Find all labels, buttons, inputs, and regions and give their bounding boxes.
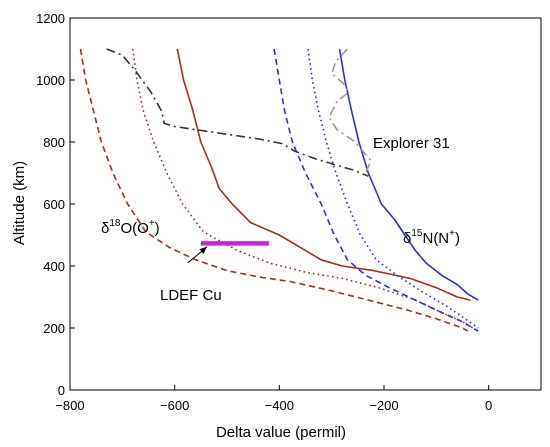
series-line-2-brown-dashed: [79, 48, 469, 332]
series-line-7-dashdot_dark-dashdot: [106, 48, 369, 177]
y-axis-title: Altitude (km): [11, 161, 28, 245]
explorer-31-label: Explorer 31: [373, 135, 450, 152]
x-tick-label: −600: [160, 398, 189, 413]
axes: −800 −600 −400 −200 0 0 200 400 600 800 1000 1200: [36, 11, 542, 413]
series-line-5-blue-dashed: [273, 48, 479, 332]
series-line-8-dashdot_light-dashdot: [328, 48, 372, 174]
delta-15-N-label: δ15N(N+): [403, 228, 460, 247]
ldef-cu-label: LDEF Cu: [160, 287, 222, 304]
y-tick-label: 600: [43, 197, 65, 212]
y-tick-label: 400: [43, 259, 65, 274]
x-tick-label: −800: [55, 398, 84, 413]
x-tick-label: −400: [265, 398, 294, 413]
y-tick-label: 1200: [36, 11, 65, 26]
y-tick-label: 800: [43, 135, 65, 150]
x-tick-label: −200: [369, 398, 398, 413]
series-line-6-blue-dotted: [307, 48, 479, 329]
y-tick-label: 1000: [36, 73, 65, 88]
ldef-arrow-head: [199, 246, 208, 254]
series-line-3-brown-dotted: [132, 48, 474, 329]
plot-frame: [69, 17, 542, 391]
series-line-4-blue-solid: [338, 48, 479, 301]
y-tick-label: 200: [43, 321, 65, 336]
x-tick-label: 0: [485, 398, 492, 413]
x-axis-title: Delta value (permil): [216, 424, 346, 441]
series-line-1-brown-solid: [176, 48, 471, 301]
delta-18-O-label: δ18O(O+): [101, 218, 160, 237]
plot-area: [79, 48, 479, 332]
y-tick-label: 0: [58, 383, 65, 398]
